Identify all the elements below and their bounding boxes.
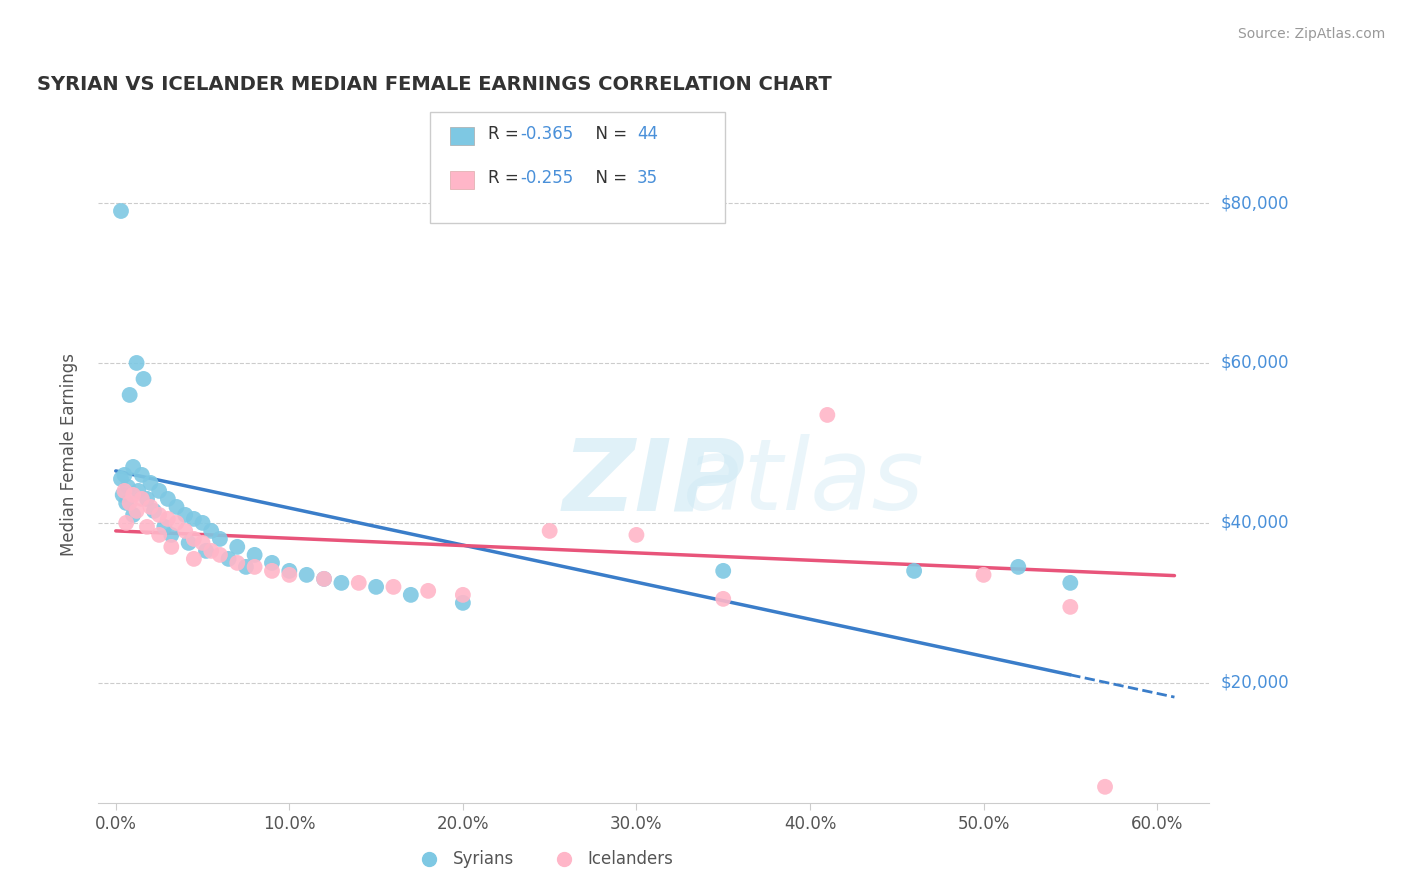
Point — [1007, 560, 1029, 574]
Point — [1059, 599, 1081, 614]
Point — [114, 483, 136, 498]
Point — [125, 356, 148, 370]
Point — [451, 588, 474, 602]
Point — [711, 564, 734, 578]
Point — [127, 483, 149, 498]
Point — [399, 588, 422, 602]
Point — [131, 491, 153, 506]
Point — [166, 516, 188, 530]
Point — [117, 480, 139, 494]
Point — [711, 591, 734, 606]
Point — [156, 491, 179, 506]
Text: N =: N = — [585, 169, 633, 187]
Point — [156, 512, 179, 526]
Text: atlas: atlas — [683, 434, 925, 532]
Point — [278, 567, 301, 582]
Point — [153, 520, 176, 534]
Point — [118, 496, 141, 510]
Point — [1059, 575, 1081, 590]
Point — [122, 459, 145, 474]
Point — [136, 520, 159, 534]
Point — [226, 556, 249, 570]
Text: $20,000: $20,000 — [1220, 673, 1289, 692]
Point — [218, 552, 240, 566]
Text: $80,000: $80,000 — [1220, 194, 1289, 212]
Point — [125, 504, 148, 518]
Point — [235, 560, 257, 574]
Point — [131, 467, 153, 482]
Text: R =: R = — [488, 125, 524, 143]
Point — [243, 548, 266, 562]
Text: R =: R = — [488, 169, 524, 187]
Point — [183, 532, 205, 546]
Point — [143, 504, 166, 518]
Point — [191, 516, 214, 530]
Point — [243, 560, 266, 574]
Text: $60,000: $60,000 — [1220, 354, 1289, 372]
Point — [295, 567, 318, 582]
Point — [115, 496, 138, 510]
Text: 35: 35 — [637, 169, 658, 187]
Y-axis label: Median Female Earnings: Median Female Earnings — [59, 353, 77, 557]
Point — [312, 572, 335, 586]
Point — [278, 564, 301, 578]
Point — [260, 564, 283, 578]
Point — [111, 488, 134, 502]
Point — [148, 528, 170, 542]
Text: Source: ZipAtlas.com: Source: ZipAtlas.com — [1237, 27, 1385, 41]
Point — [538, 524, 561, 538]
Point — [139, 500, 162, 514]
Point — [191, 536, 214, 550]
Point — [200, 544, 222, 558]
Point — [148, 483, 170, 498]
Point — [160, 528, 183, 542]
Point — [110, 472, 132, 486]
Point — [260, 556, 283, 570]
Point — [110, 204, 132, 219]
Text: N =: N = — [585, 125, 633, 143]
Text: 44: 44 — [637, 125, 658, 143]
Legend: Syrians, Icelanders: Syrians, Icelanders — [406, 843, 679, 874]
Point — [208, 548, 231, 562]
Point — [195, 544, 218, 558]
Point — [418, 583, 440, 598]
Point — [139, 475, 162, 490]
Point — [122, 508, 145, 522]
Point — [208, 532, 231, 546]
Point — [174, 524, 197, 538]
Text: $40,000: $40,000 — [1220, 514, 1289, 532]
Point — [183, 512, 205, 526]
Point — [118, 388, 141, 402]
Point — [114, 467, 136, 482]
Point — [451, 596, 474, 610]
Point — [626, 528, 648, 542]
Point — [148, 508, 170, 522]
Text: ZIP: ZIP — [562, 434, 745, 532]
Point — [382, 580, 405, 594]
Text: -0.365: -0.365 — [520, 125, 574, 143]
Text: -0.255: -0.255 — [520, 169, 574, 187]
Point — [330, 575, 353, 590]
Point — [174, 508, 197, 522]
Point — [177, 536, 200, 550]
Point — [1094, 780, 1116, 794]
Point — [183, 552, 205, 566]
Point — [136, 491, 159, 506]
Point — [115, 516, 138, 530]
Text: SYRIAN VS ICELANDER MEDIAN FEMALE EARNINGS CORRELATION CHART: SYRIAN VS ICELANDER MEDIAN FEMALE EARNIN… — [38, 75, 832, 95]
Point — [347, 575, 370, 590]
Point — [312, 572, 335, 586]
Point — [815, 408, 838, 422]
Point — [132, 372, 155, 386]
Point — [160, 540, 183, 554]
Point — [366, 580, 388, 594]
Point — [166, 500, 188, 514]
Point — [200, 524, 222, 538]
Point — [973, 567, 995, 582]
Point — [903, 564, 925, 578]
Point — [226, 540, 249, 554]
Point — [122, 488, 145, 502]
